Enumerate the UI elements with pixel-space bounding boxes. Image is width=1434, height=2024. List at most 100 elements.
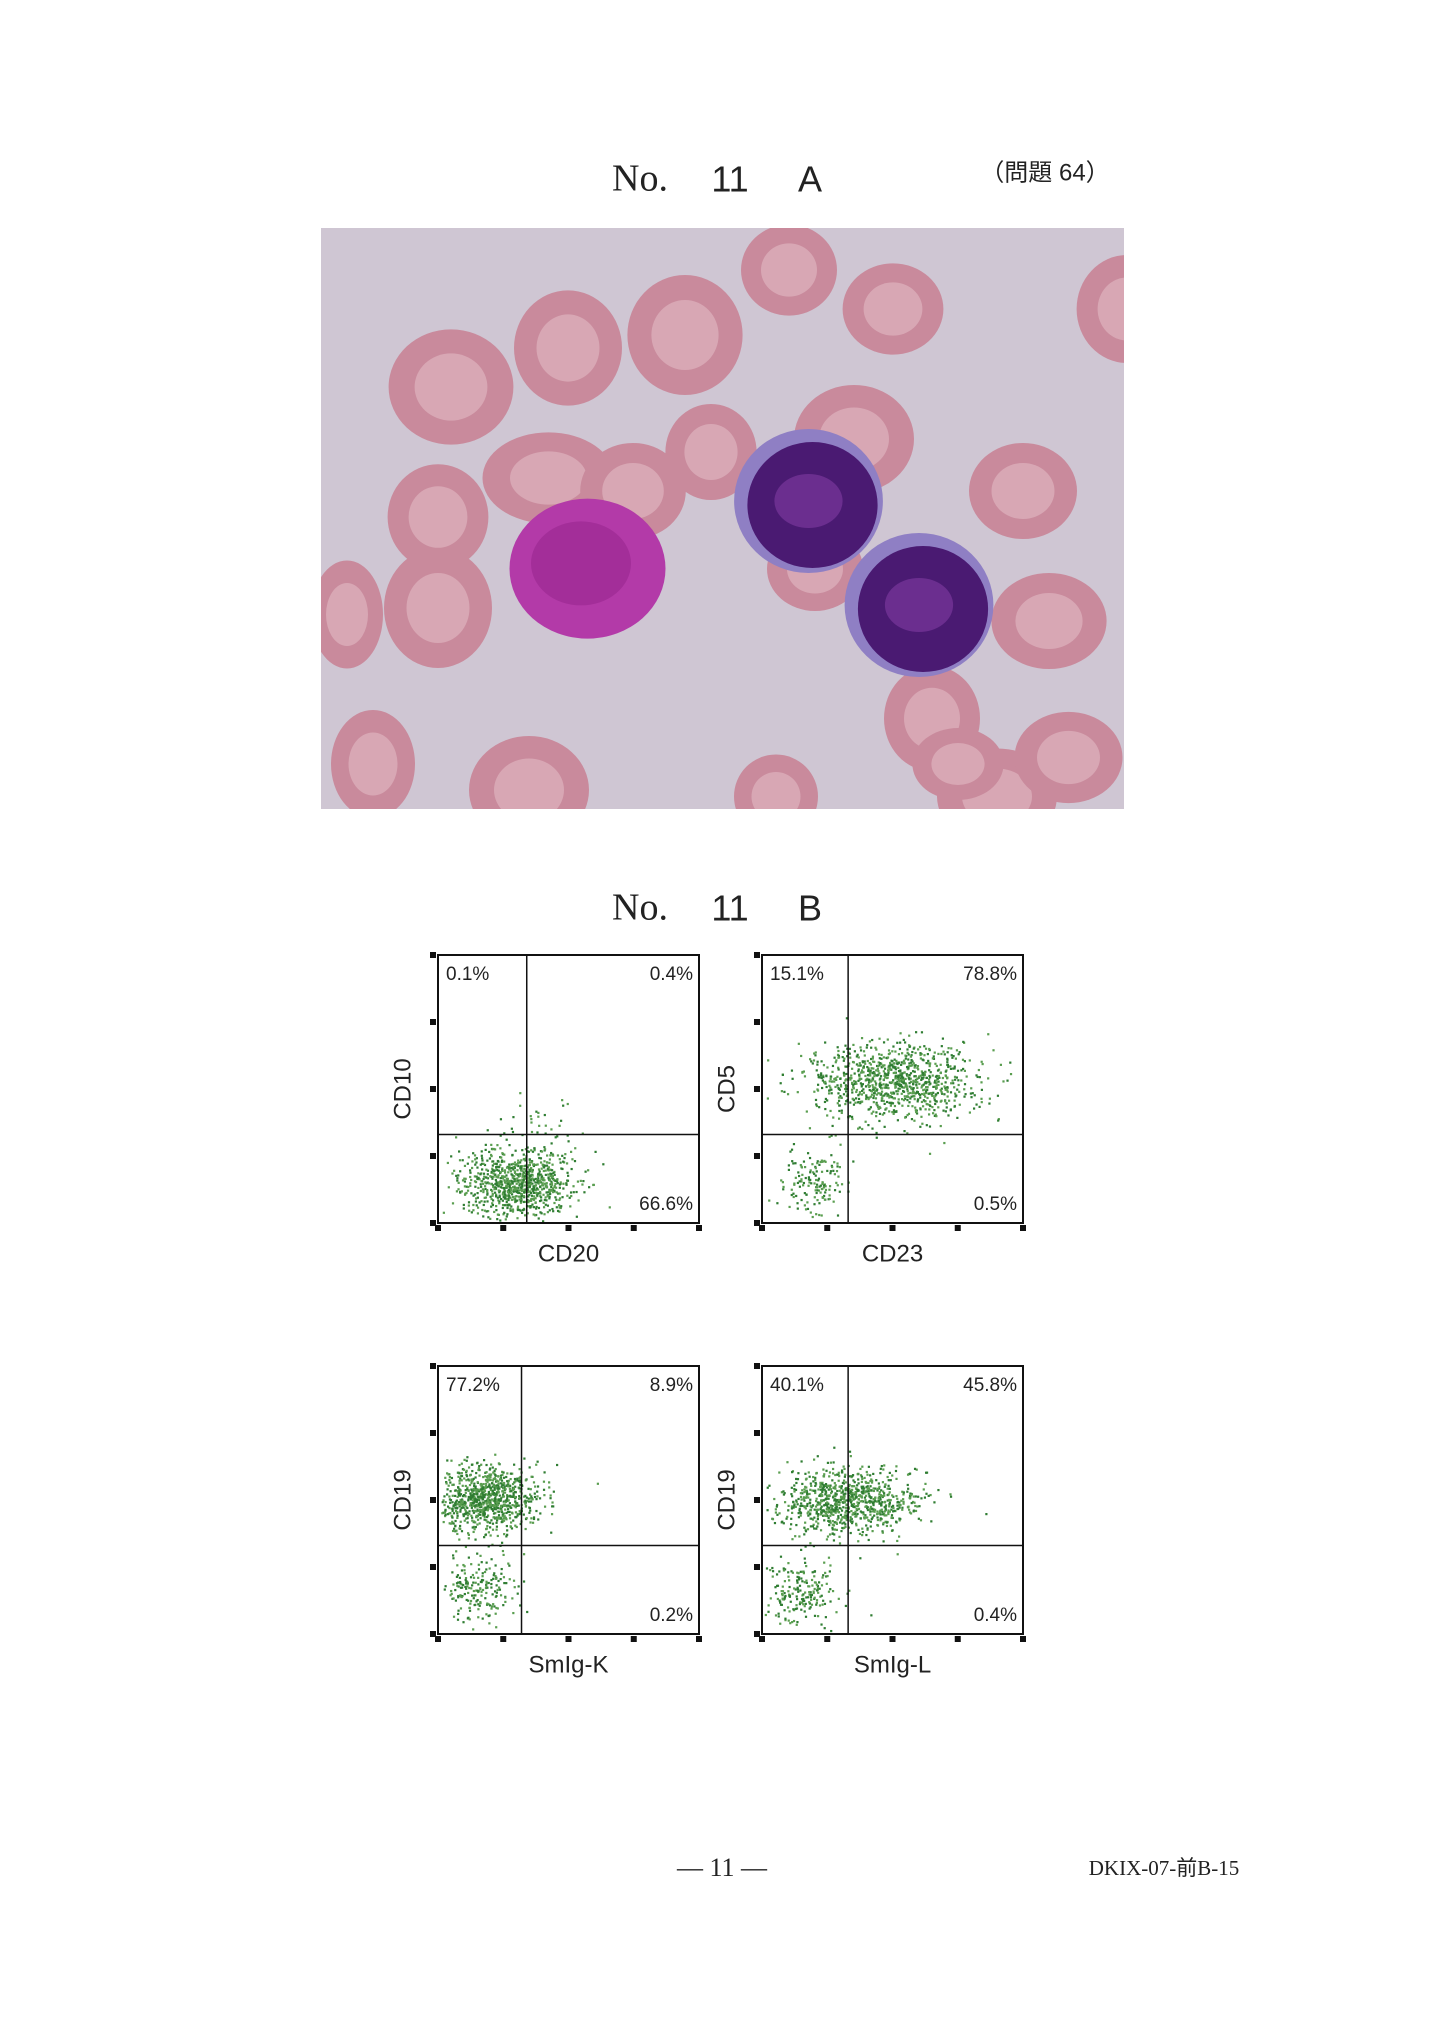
event-dot [872,1503,875,1507]
event-dot [830,1490,834,1493]
event-dot [505,1198,508,1201]
red-cell [1076,255,1124,363]
event-dot [897,1084,900,1087]
event-dot [914,1064,917,1067]
event-dot [791,1571,794,1574]
event-dot [443,1495,446,1498]
event-dot [482,1486,485,1489]
event-dot [906,1048,909,1051]
event-dot [870,1112,873,1115]
event-dot [488,1495,491,1499]
event-dot [879,1498,882,1501]
event-dot [520,1193,524,1196]
event-dot [507,1485,510,1488]
event-dot [852,1043,855,1047]
event-dot [837,1054,840,1057]
event-dot [453,1527,456,1530]
event-dot [542,1187,545,1190]
event-dot [803,1599,806,1602]
event-dot [452,1483,455,1486]
event-dot [457,1581,460,1584]
event-dot [895,1110,898,1113]
event-dot [842,1050,845,1053]
y-decade-tick [430,1363,436,1369]
event-dot [854,1512,857,1516]
event-dot [860,1071,864,1074]
event-dot [454,1588,457,1592]
event-dot [852,1160,855,1163]
event-dot [910,1501,913,1505]
event-dot [824,1616,827,1619]
event-dot [470,1587,473,1590]
event-dot [797,1497,800,1501]
event-dot [475,1204,478,1207]
event-dot [860,1486,864,1489]
event-dot [509,1494,512,1497]
event-dot [528,1158,531,1161]
event-dot [490,1488,493,1491]
event-dot [488,1567,491,1570]
event-dot [498,1202,501,1205]
event-dot [474,1485,477,1488]
event-dot [944,1070,947,1073]
event-dot [481,1617,484,1620]
event-dot [783,1501,787,1504]
event-dot [921,1084,924,1087]
event-dot [482,1510,485,1513]
event-dot [449,1511,452,1515]
event-dot [486,1193,489,1196]
event-dot [876,1104,879,1107]
event-dot [494,1501,498,1504]
event-dot [460,1479,463,1482]
event-dot [866,1508,870,1512]
event-dot [490,1473,493,1476]
event-dot [547,1193,550,1197]
event-dot [481,1487,484,1490]
event-dot [491,1167,494,1170]
event-dot [821,1514,825,1517]
event-dot [534,1184,537,1187]
event-dot [487,1501,490,1504]
event-dot [924,1482,927,1485]
event-dot [483,1196,486,1199]
event-dot [496,1491,499,1494]
event-dot [551,1501,554,1504]
event-dot [510,1506,513,1509]
event-dot [489,1476,492,1479]
event-dot [500,1479,504,1482]
event-dot [806,1492,809,1496]
event-dot [853,1072,856,1075]
event-dot [539,1190,542,1194]
event-dot [485,1482,488,1485]
event-dot [800,1054,803,1058]
event-dot [806,1512,809,1515]
event-dot [809,1488,812,1491]
event-dot [480,1154,483,1157]
event-dot [935,1079,938,1082]
event-dot [810,1578,814,1582]
event-dot [901,1490,904,1493]
event-dot [477,1172,480,1175]
event-dot [782,1522,785,1525]
event-dot [872,1096,875,1100]
event-dot [897,1507,900,1510]
event-dot [893,1110,896,1114]
event-dot [880,1057,883,1060]
event-dot [818,1106,821,1109]
event-dot [491,1202,494,1205]
event-dot [816,1503,819,1507]
event-dot [838,1088,841,1091]
event-dot [816,1517,819,1521]
event-dot [532,1186,535,1190]
event-dot [862,1088,865,1091]
event-dot [476,1598,479,1602]
event-dot [808,1492,811,1496]
event-dot [884,1483,887,1486]
event-dot [512,1168,515,1171]
event-dot [870,1500,873,1503]
event-dot [926,1052,929,1056]
event-dot [874,1046,877,1049]
event-dot [860,1069,864,1072]
upper-left-pct: 40.1% [770,1375,824,1396]
event-dot [782,1569,786,1572]
